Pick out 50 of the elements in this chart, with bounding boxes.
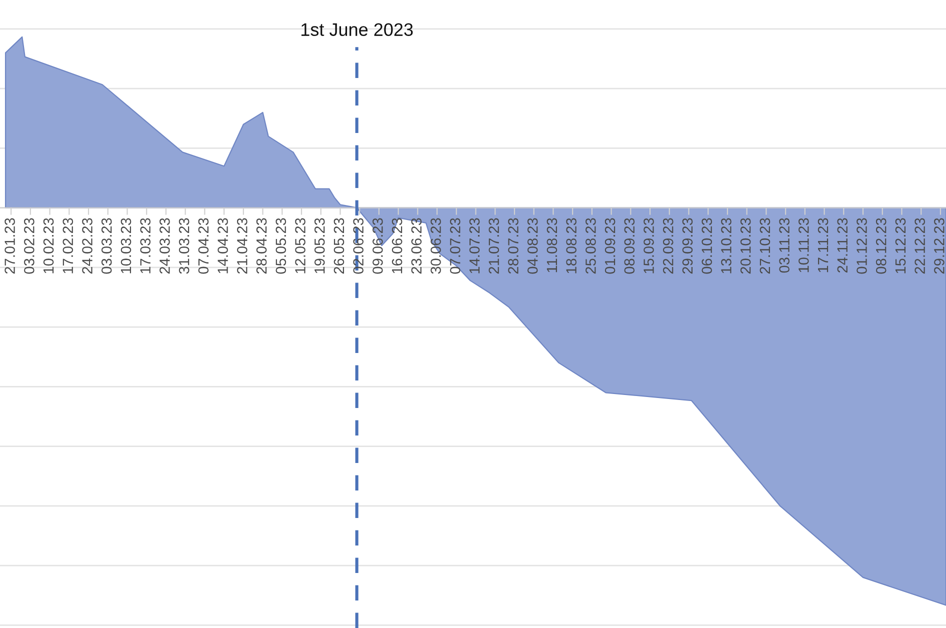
x-tick-label: 10.03.23 xyxy=(120,218,132,274)
x-tick-label: 17.03.23 xyxy=(140,218,151,274)
x-tick-label: 12.05.23 xyxy=(295,218,306,274)
x-tick-label: 24.11.23 xyxy=(837,218,848,273)
x-tick-label: 18.08.23 xyxy=(566,218,576,274)
x-tick-label: 15.09.23 xyxy=(644,218,654,274)
x-tick-label: 14.07.23 xyxy=(469,218,480,274)
x-tick-label: 31.03.23 xyxy=(178,218,190,274)
x-tick-label: 30.06.23 xyxy=(430,218,441,274)
x-tick-label: 23.06.23 xyxy=(411,218,422,274)
x-tick-label: 19.05.23 xyxy=(314,218,325,274)
x-tick-label: 15.12.23 xyxy=(895,218,906,274)
x-tick-label: 25.08.23 xyxy=(586,218,596,274)
x-tick-label: 17.11.23 xyxy=(818,218,828,272)
x-tick-label: 27.01.23 xyxy=(4,218,15,274)
x-tick-label: 03.03.23 xyxy=(101,218,112,274)
x-tick-label: 09.06.23 xyxy=(372,218,383,274)
x-tick-label: 21.04.23 xyxy=(237,218,248,274)
x-tick-label: 17.02.23 xyxy=(62,218,74,274)
x-tick-label: 14.04.23 xyxy=(218,218,228,274)
x-tick-label: 27.10.23 xyxy=(760,218,770,274)
ref-line-label: 1st June 2023 xyxy=(301,23,413,36)
x-tick-label: 01.09.23 xyxy=(604,218,616,274)
x-tick-label: 28.04.23 xyxy=(256,218,267,274)
x-tick-label: 03.11.23 xyxy=(779,218,790,273)
x-tick-label: 02.06.23 xyxy=(353,218,364,274)
x-tick-label: 06.10.23 xyxy=(702,218,712,274)
x-tick-label: 22.12.23 xyxy=(914,218,926,274)
x-tick-label: 21.07.23 xyxy=(488,218,500,274)
x-tick-label: 16.06.23 xyxy=(392,218,402,274)
x-tick-label: 10.02.23 xyxy=(43,218,54,274)
x-tick-label: 20.10.23 xyxy=(740,218,751,274)
x-tick-label: 08.12.23 xyxy=(876,218,886,274)
x-tick-label: 03.02.23 xyxy=(24,218,34,274)
x-tick-label: 04.08.23 xyxy=(527,218,538,274)
x-tick-label: 13.10.23 xyxy=(721,218,732,274)
x-tick-label: 24.03.23 xyxy=(160,218,170,274)
x-tick-label: 01.12.23 xyxy=(856,218,867,274)
x-tick-label: 05.05.23 xyxy=(276,218,286,274)
x-tick-label: 28.07.23 xyxy=(508,218,518,274)
x-tick-label: 22.09.23 xyxy=(662,218,674,274)
x-tick-label: 11.08.23 xyxy=(546,218,558,272)
x-tick-label: 24.02.23 xyxy=(82,218,92,274)
x-tick-label: 29.09.23 xyxy=(682,218,693,274)
x-tick-label: 07.07.23 xyxy=(450,218,460,274)
x-tick-label: 08.09.23 xyxy=(624,218,635,274)
x-tick-label: 29.12.23 xyxy=(934,218,944,274)
x-tick-label: 10.11.23 xyxy=(798,218,809,272)
x-tick-label: 07.04.23 xyxy=(198,218,209,274)
x-tick-label: 26.05.23 xyxy=(334,218,344,274)
